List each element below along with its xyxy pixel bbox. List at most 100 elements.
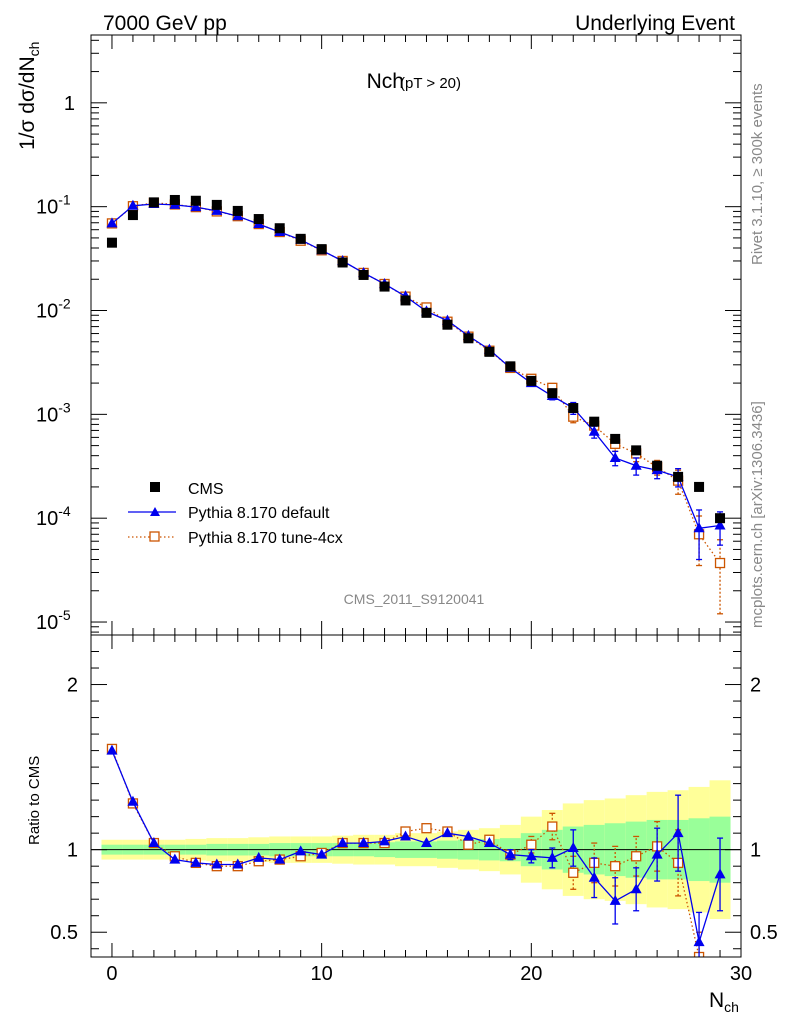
ratio-pythia-default-point [546, 851, 558, 862]
lower-y-tick-label: 0.5 [50, 922, 78, 944]
upper-cms-point [463, 333, 474, 344]
legend-label-cms: CMS [188, 481, 224, 498]
legend-marker-pythia-tune [149, 531, 160, 542]
ratio-pythia-default-point [714, 868, 726, 879]
upper-cms-point [169, 194, 180, 205]
lower-frame [90, 634, 742, 958]
upper-cms-point [421, 307, 432, 318]
ratio-pythia-tune-point [631, 851, 642, 862]
upper-title: Nch [367, 70, 404, 93]
ratio-pythia-default-point [190, 856, 202, 867]
upper-cms-point [505, 361, 516, 372]
upper-ylabel: 1/σ dσ/dNch [16, 42, 42, 150]
ratio-pythia-default-point [651, 848, 663, 859]
ratio-pythia-default-point [525, 850, 537, 861]
upper-pythia-default-point [106, 217, 118, 228]
lower-y-tick-label: 1 [67, 840, 78, 862]
ratio-pythia-default-point [400, 830, 412, 841]
upper-pythia-default-point [211, 204, 223, 215]
upper-cms-point [295, 233, 306, 244]
upper-cms-point [253, 214, 264, 225]
ratio-pythia-default-point [379, 835, 391, 846]
lower-ylabel: Ratio to CMS [26, 756, 43, 845]
ratio-pythia-default-point [672, 827, 684, 838]
ratio-pythia-default-point [588, 871, 600, 882]
upper-cms-point [715, 513, 726, 524]
upper-cms-point [694, 481, 705, 492]
upper-cms-point [610, 433, 621, 444]
upper-cms-point [148, 197, 159, 208]
lower-panel: 0 10 20 30 0.5 0.5 1 1 2 2 Ratio to CMS Nch [26, 634, 778, 1015]
upper-pythia-default-point [588, 425, 600, 436]
upper-cms-point [274, 223, 285, 234]
header-left-title: 7000 GeV pp [103, 12, 227, 35]
ratio-pythia-tune-line [111, 748, 700, 957]
ratio-pythia-default-point [274, 853, 286, 864]
rivet-label: Rivet 3.1.10, ≥ 300k events [749, 83, 766, 265]
upper-pythia-default-point [714, 519, 726, 530]
upper-ticks: 10-5 10-4 10-3 10-2 10-1 1 [36, 35, 742, 635]
upper-cms-point [316, 244, 327, 255]
upper-pythia-default-point [609, 451, 621, 462]
upper-y-tick-label: 10-3 [36, 399, 71, 426]
ratio-pythia-default-point [504, 848, 516, 859]
ratio-pythia-tune-point [610, 861, 621, 872]
ratio-pythia-default-point [169, 853, 181, 864]
ratio-pythia-default-line [111, 750, 721, 943]
ratio-pythia-tune-point [421, 823, 432, 834]
ratio-pythia-default-point [693, 936, 705, 947]
upper-cms-point [127, 210, 138, 221]
ratio-pythia-default-point [148, 837, 160, 848]
lower-y-tick-label-right: 0.5 [750, 922, 778, 944]
ratio-pythia-default-point [295, 845, 307, 856]
upper-title-sub: (pT > 20) [400, 75, 461, 92]
upper-cms-point [484, 346, 495, 357]
ratio-pythia-default-point [316, 848, 328, 859]
upper-pythia-default-point [127, 199, 139, 210]
upper-pythia-default-point [190, 201, 202, 212]
ratio-pythia-default-point [567, 842, 579, 853]
upper-y-tick-label: 10-2 [36, 296, 71, 323]
upper-pythia-tune-point [714, 557, 726, 569]
ratio-pythia-default-point [441, 827, 453, 838]
upper-cms-point [337, 257, 348, 268]
ratio-pythia-default-point [232, 858, 244, 869]
upper-cms-point [673, 471, 684, 482]
ratio-pythia-default-point [127, 795, 139, 806]
upper-cms-point [631, 445, 642, 456]
legend-label-pythia-default: Pythia 8.170 default [188, 505, 330, 522]
ratio-pythia-default-point [483, 837, 495, 848]
upper-cms-point [190, 195, 201, 206]
ratio-pythia-tune-point [547, 821, 558, 832]
upper-ylabel-group: 1/σ dσ/dNch [16, 42, 42, 150]
lower-x-tick-label: 20 [520, 963, 542, 985]
legend-item-pythia-default: Pythia 8.170 default [128, 505, 330, 522]
upper-cms-point [442, 319, 453, 330]
upper-cms-point [232, 205, 243, 216]
upper-cms-point [400, 295, 411, 306]
lower-x-tick-label: 0 [106, 963, 117, 985]
ratio-pythia-tune-point [463, 839, 474, 850]
header-right-title: Underlying Event [575, 12, 735, 35]
upper-cms-point [379, 281, 390, 292]
ratio-pythia-default-point [609, 894, 621, 905]
ratio-pythia-default-point [358, 837, 370, 848]
legend-label-pythia-tune: Pythia 8.170 tune-4cx [188, 530, 343, 547]
legend: CMS Pythia 8.170 default Pythia 8.170 tu… [128, 481, 343, 547]
upper-y-tick-label: 10-5 [36, 607, 71, 634]
legend-marker-pythia-default [150, 507, 160, 516]
legend-marker-cms [150, 482, 160, 492]
upper-y-tick-label: 10-4 [36, 503, 71, 530]
ratio-pythia-default-point [211, 858, 223, 869]
upper-pythia-default-point [630, 459, 642, 470]
upper-cms-point [526, 375, 537, 386]
legend-item-cms: CMS [150, 481, 224, 498]
upper-cms-point [652, 460, 663, 471]
mcplots-label: mcplots.cern.ch [arXiv:1306.3436] [749, 401, 766, 628]
lower-x-tick-label: 10 [311, 963, 333, 985]
upper-cms-point [589, 416, 600, 427]
upper-series [106, 194, 726, 615]
upper-cms-point [358, 269, 369, 280]
upper-y-tick-label: 10-1 [36, 192, 71, 219]
